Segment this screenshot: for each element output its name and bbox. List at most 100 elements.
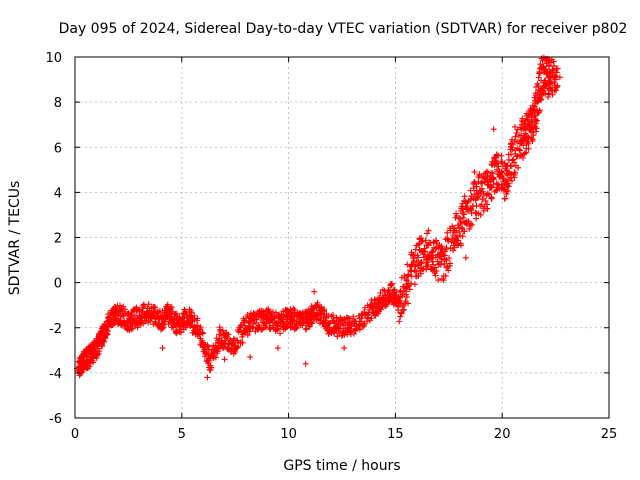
data-point [422, 248, 429, 255]
data-point [405, 300, 412, 307]
data-point [545, 90, 552, 97]
data-point [437, 261, 444, 268]
data-point [131, 322, 138, 329]
data-point [444, 229, 451, 236]
data-point [183, 311, 190, 318]
data-point [525, 145, 532, 152]
data-point [95, 350, 102, 357]
data-point [388, 281, 395, 288]
y-tick-label: 4 [54, 186, 62, 201]
x-tick-label: 15 [387, 427, 404, 442]
data-point [521, 150, 528, 157]
data-point [145, 301, 152, 308]
data-point [443, 244, 450, 251]
data-point [495, 163, 502, 170]
data-point [274, 322, 281, 329]
data-point [128, 326, 135, 333]
data-point [498, 152, 505, 159]
data-point [418, 238, 425, 245]
data-point [482, 197, 489, 204]
data-point [99, 343, 106, 350]
data-point [306, 323, 313, 330]
data-point [260, 319, 267, 326]
data-point [556, 74, 563, 81]
data-point [472, 209, 479, 216]
data-point [234, 337, 241, 344]
data-point [239, 333, 246, 340]
y-tick-label: -2 [49, 322, 62, 337]
data-point [164, 301, 171, 308]
data-point [446, 255, 453, 262]
data-point [239, 339, 246, 346]
data-point [549, 67, 556, 74]
data-point [529, 136, 536, 143]
data-point [311, 288, 318, 295]
data-point [457, 218, 464, 225]
data-point [435, 277, 442, 284]
data-point [235, 343, 242, 350]
data-point [517, 147, 524, 154]
data-point [167, 306, 174, 313]
data-point [247, 354, 254, 361]
data-point [429, 258, 436, 265]
data-point [186, 321, 193, 328]
data-point [516, 146, 523, 153]
x-tick-label: 0 [71, 427, 79, 442]
data-point [419, 237, 426, 244]
data-point [525, 134, 532, 141]
data-point [479, 196, 486, 203]
data-point [96, 348, 103, 355]
data-point [396, 318, 403, 325]
data-point [310, 305, 317, 312]
data-point [471, 169, 478, 176]
data-point [536, 108, 543, 115]
data-point [410, 259, 417, 266]
data-point [499, 159, 506, 166]
data-point [377, 290, 384, 297]
data-point [530, 106, 537, 113]
data-point [460, 214, 467, 221]
data-point [336, 325, 343, 332]
data-point [267, 325, 274, 332]
data-point [159, 345, 166, 352]
data-point [510, 156, 517, 163]
data-point [460, 228, 467, 235]
data-point [269, 309, 276, 316]
data-point [397, 313, 404, 320]
y-tick-label: 0 [54, 277, 62, 292]
data-point [509, 141, 516, 148]
x-tick-label: 5 [178, 427, 186, 442]
data-point [468, 210, 475, 217]
data-point [277, 330, 284, 337]
data-point [291, 307, 298, 314]
data-point [461, 211, 468, 218]
data-point [483, 168, 490, 175]
y-tick-label: -4 [49, 367, 62, 382]
data-point [322, 317, 329, 324]
data-point [216, 324, 223, 331]
data-point [528, 135, 535, 142]
data-point [139, 308, 146, 315]
data-point [516, 153, 523, 160]
data-point [357, 318, 364, 325]
data-point [487, 184, 494, 191]
y-tick-label: -6 [49, 412, 62, 427]
data-point [397, 300, 404, 307]
data-point [431, 264, 438, 271]
axis-ticks: 0 5 10 15 20 25 -6 -4 -2 0 2 4 6 8 10 [45, 51, 617, 442]
data-point [94, 351, 101, 358]
data-point [484, 205, 491, 212]
data-point [302, 326, 309, 333]
data-point [413, 268, 420, 275]
data-point [480, 207, 487, 214]
data-point [475, 174, 482, 181]
data-point [480, 188, 487, 195]
data-point [367, 301, 374, 308]
data-point [511, 159, 518, 166]
data-point [387, 281, 394, 288]
data-point [346, 328, 353, 335]
data-point [336, 330, 343, 337]
data-point [225, 331, 232, 338]
data-point [462, 254, 469, 261]
data-point [213, 344, 220, 351]
